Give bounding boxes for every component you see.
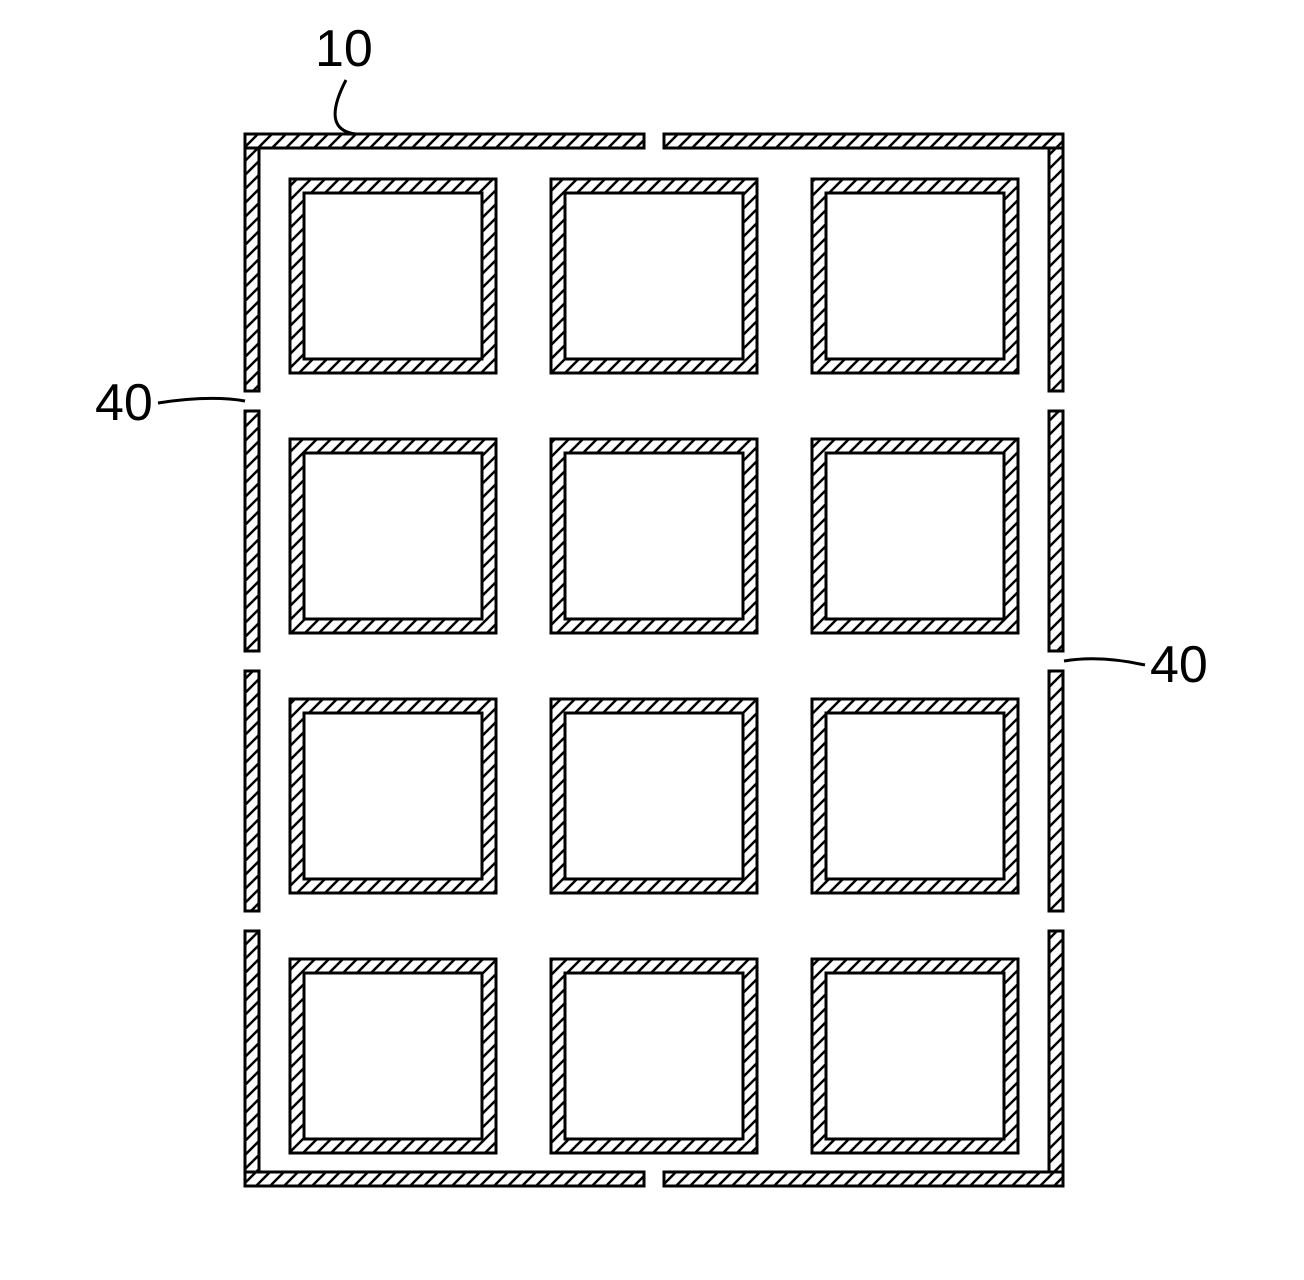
cell-frame	[551, 959, 757, 1153]
cell-frame	[290, 959, 496, 1153]
outer-frame-segment	[245, 1172, 644, 1186]
cell-frame	[290, 439, 496, 633]
cell-frame	[551, 439, 757, 633]
outer-frame-segment	[1049, 931, 1063, 1172]
outer-frame-segment	[245, 148, 259, 391]
patent-diagram: 10 40 40	[0, 0, 1304, 1280]
outer-frame-segment	[1049, 671, 1063, 911]
outer-frame-segment	[664, 1172, 1063, 1186]
cell-frame	[551, 179, 757, 373]
label-40-left-leader	[158, 398, 245, 403]
cell-frame	[812, 699, 1018, 893]
cell-frame	[551, 699, 757, 893]
outer-frame-segment	[1049, 148, 1063, 391]
outer-frame-segment	[245, 671, 259, 911]
cell-frame	[812, 179, 1018, 373]
label-40-left: 40	[95, 374, 153, 432]
label-10: 10	[315, 20, 373, 78]
cell-frame	[290, 699, 496, 893]
outer-frame-segment	[1049, 411, 1063, 651]
label-10-leader	[335, 80, 356, 134]
outer-frame-segment	[245, 931, 259, 1172]
outer-frame-segment	[245, 411, 259, 651]
outer-frame-segment	[664, 134, 1063, 148]
cell-frame	[812, 439, 1018, 633]
cell-frame	[290, 179, 496, 373]
cell-frame	[812, 959, 1018, 1153]
label-40-right-leader	[1064, 659, 1145, 665]
outer-frame-segment	[245, 134, 644, 148]
label-40-right: 40	[1150, 636, 1208, 694]
